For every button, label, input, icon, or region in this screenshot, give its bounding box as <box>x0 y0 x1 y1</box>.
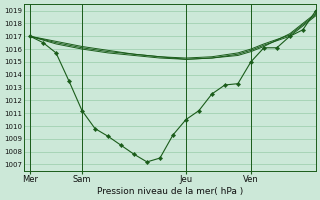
X-axis label: Pression niveau de la mer( hPa ): Pression niveau de la mer( hPa ) <box>97 187 243 196</box>
